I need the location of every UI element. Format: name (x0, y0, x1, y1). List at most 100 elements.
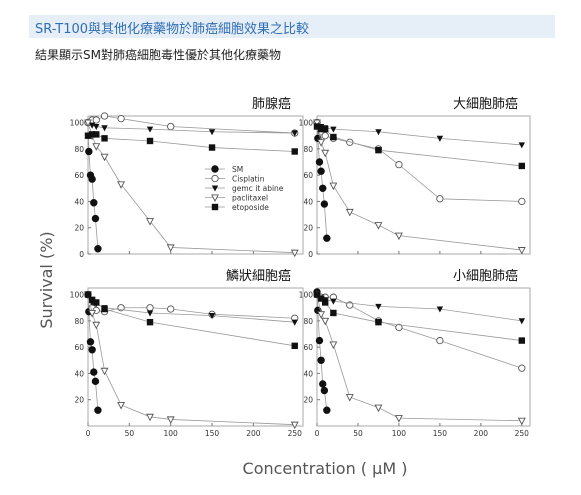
data-point (319, 184, 327, 192)
data-point (291, 342, 298, 350)
series-line (87, 133, 295, 152)
data-point (436, 336, 444, 345)
data-point (321, 132, 329, 140)
plot-frame (316, 287, 531, 427)
data-point (146, 218, 154, 226)
data-point (84, 119, 92, 128)
data-point (518, 197, 526, 206)
y-tick-label: 20 (74, 224, 84, 233)
data-point (436, 306, 444, 313)
y-tick-label: 60 (74, 171, 84, 180)
legend-label: SM (232, 165, 243, 174)
data-point (320, 200, 329, 208)
data-point (375, 303, 382, 310)
page-title: SR-T100與其他化療藥物於肺癌細胞效果之比較 (35, 22, 310, 37)
series-sm (313, 288, 331, 414)
chart-panel-3: 鱗狀細胞癌 20 40 60 80 100 0 50 100 150 200 250 (70, 268, 304, 438)
x-tick-label: 0 (86, 429, 91, 438)
data-point (330, 298, 337, 305)
x-tick-label: 150 (205, 429, 220, 438)
data-point (88, 131, 96, 138)
data-point (395, 323, 403, 332)
data-point (315, 336, 324, 345)
series-gemc-it-abine (313, 292, 526, 325)
data-point (291, 148, 298, 155)
data-point (319, 380, 327, 388)
data-point (321, 149, 330, 158)
panel-title: 小細胞肺癌 (453, 268, 518, 284)
data-point (436, 195, 444, 203)
y-tick-label: 40 (74, 197, 84, 206)
series-etoposide (313, 123, 526, 170)
y-tick-label: 20 (303, 396, 313, 405)
data-point (436, 135, 444, 142)
data-point (375, 146, 382, 154)
data-point (394, 232, 403, 241)
data-point (84, 132, 92, 139)
plot-frame (316, 115, 531, 255)
data-point (88, 296, 96, 304)
data-point (323, 406, 331, 414)
data-point (117, 181, 126, 189)
legend-label: gemc it abine (232, 184, 284, 193)
data-point (208, 313, 216, 320)
series-etoposide (84, 291, 298, 350)
y-tick-label: 40 (303, 369, 313, 378)
legend-label: Cisplatin (232, 175, 265, 184)
plot-frame (87, 287, 304, 427)
data-point (315, 158, 324, 166)
data-point (93, 131, 100, 138)
chart-panel-4: 小細胞肺癌 20 40 60 80 100 0 50 100 150 200 250 (299, 268, 531, 438)
data-point (208, 144, 216, 151)
x-tick-label: 100 (164, 429, 179, 438)
data-point (330, 309, 337, 317)
series-etoposide (84, 131, 298, 155)
series-cisplatin (313, 290, 526, 372)
data-point (146, 413, 154, 422)
data-point (375, 318, 382, 326)
series-gemc-it-abine (84, 120, 298, 137)
data-point (100, 153, 109, 162)
data-point (291, 130, 298, 137)
series-cisplatin (84, 290, 299, 322)
y-tick-label: 0 (79, 250, 84, 259)
data-point (146, 318, 154, 326)
data-point (329, 341, 338, 350)
data-point (374, 404, 383, 413)
data-point (317, 139, 326, 147)
x-tick-label: 250 (515, 429, 530, 438)
series-etoposide (313, 291, 526, 344)
data-point (375, 129, 382, 136)
data-point (86, 338, 95, 346)
data-point (313, 119, 321, 128)
legend-marker (211, 185, 219, 192)
x-tick-label: 250 (288, 429, 303, 438)
y-tick-label: 80 (303, 317, 313, 326)
data-point (518, 364, 526, 372)
data-point (518, 337, 526, 344)
data-point (101, 135, 108, 142)
data-point (93, 299, 100, 306)
data-point (146, 137, 154, 145)
data-point (101, 305, 108, 313)
data-point (146, 126, 154, 133)
x-tick-label: 100 (392, 429, 407, 438)
chart-panel-2: 大細胞肺癌 0 20 40 60 80 100 (299, 96, 531, 259)
y-tick-label: 100 (299, 119, 314, 128)
data-point (290, 421, 299, 430)
y-axis-label: Survival (%) (37, 231, 56, 328)
panel-title: 大細胞肺癌 (453, 96, 518, 112)
data-point (90, 368, 98, 376)
data-point (88, 309, 97, 318)
data-point (329, 182, 338, 191)
data-point (323, 234, 331, 242)
data-point (167, 122, 175, 131)
data-point (146, 304, 154, 312)
series-line (316, 122, 522, 202)
series-line (87, 122, 99, 249)
data-point (88, 175, 96, 183)
y-tick-label: 20 (74, 396, 84, 405)
